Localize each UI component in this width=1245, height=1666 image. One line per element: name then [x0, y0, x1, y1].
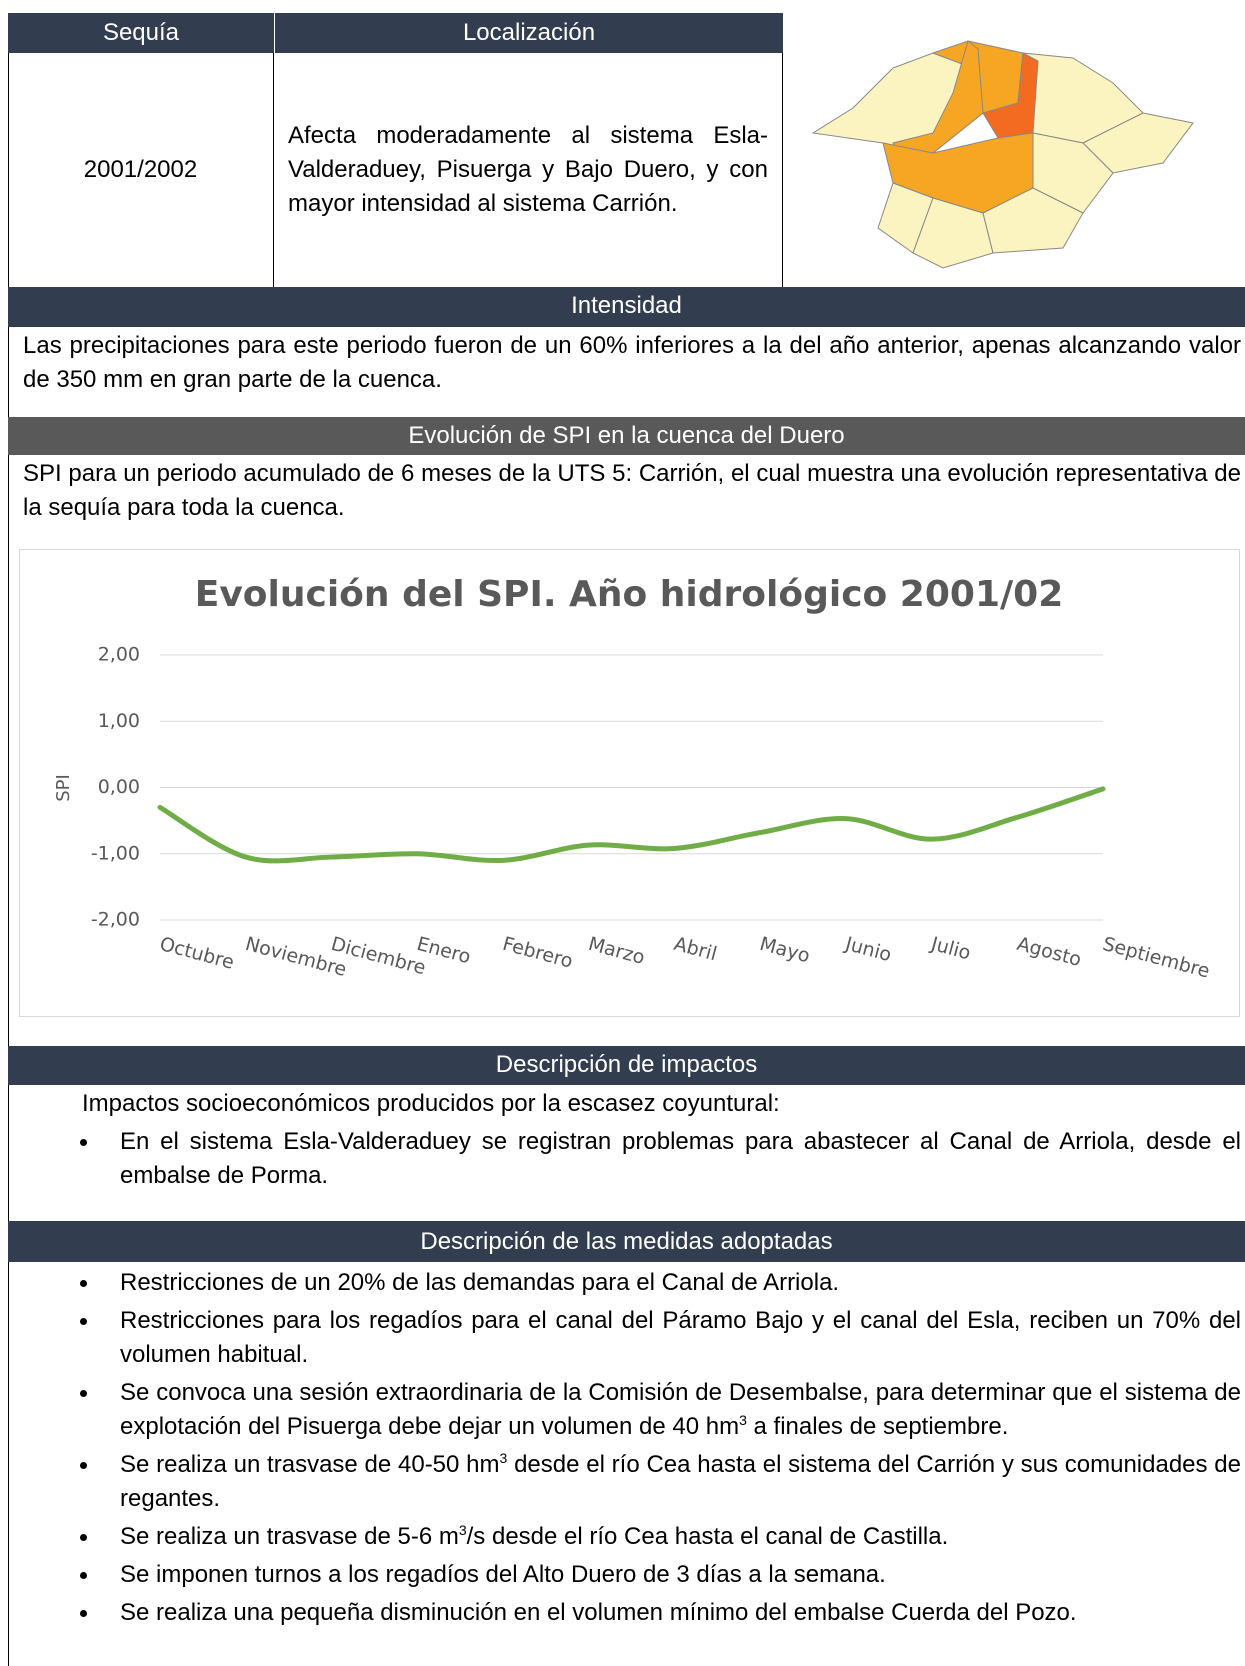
text: Se realiza un trasvase de 40-50 hm — [120, 1451, 500, 1478]
y-axis-label: SPI — [53, 774, 74, 802]
x-tick-label: Agosto — [1015, 933, 1084, 971]
location: Afecta moderadamente al sistema Esla-Val… — [288, 122, 768, 217]
measures: Restricciones de un 20% de las demandas … — [8, 1266, 1245, 1634]
header-bar — [8, 13, 783, 53]
impacts-list: En el sistema Esla-Valderaduey se regist… — [8, 1125, 1245, 1193]
text: /s desde el río Cea hasta el canal de Ca… — [466, 1523, 949, 1550]
text: Se convoca una sesión extraordinaria de … — [120, 1379, 1241, 1440]
measures-list: Restricciones de un 20% de las demandas … — [8, 1266, 1245, 1630]
location-cell: Afecta moderadamente al sistema Esla-Val… — [274, 53, 783, 287]
text: a finales de septiembre. — [746, 1413, 1009, 1440]
x-tick-label: Octubre — [157, 933, 236, 974]
list-item: Restricciones de un 20% de las demandas … — [8, 1266, 1245, 1300]
chart-title: Evolución del SPI. Año hidrológico 2001/… — [195, 574, 1064, 615]
superscript: 3 — [739, 1412, 747, 1428]
y-tick-label: 1,00 — [98, 710, 140, 732]
x-tick-label: Junio — [842, 933, 894, 967]
section-bar: Evolución de SPI en la cuenca del Duero — [8, 417, 1245, 455]
x-tick-label: Febrero — [500, 933, 575, 973]
x-tick-label: Marzo — [586, 933, 647, 969]
list-item: Se realiza una pequeña disminución en el… — [8, 1596, 1245, 1630]
list-item: Restricciones para los regadíos para el … — [8, 1304, 1245, 1372]
section-text: Las precipitaciones para este periodo fu… — [8, 327, 1245, 417]
superscript: 3 — [499, 1450, 508, 1466]
left-border — [8, 13, 9, 1666]
header-cell: Localización — [274, 13, 783, 53]
impacts-intro: Impactos socioeconómicos producidos por … — [82, 1090, 780, 1117]
y-tick-label: -2,00 — [91, 909, 140, 931]
y-tick-label: -1,00 — [91, 842, 140, 864]
period-cell: 2001/2002 — [8, 53, 274, 287]
x-tick-label: Julio — [928, 933, 973, 965]
list-item: En el sistema Esla-Valderaduey se regist… — [8, 1125, 1245, 1193]
section-bar: Descripción de las medidas adoptadas — [8, 1221, 1245, 1262]
text: desde el río Cea hasta el sistema del Ca… — [120, 1451, 1241, 1512]
header-cell: Sequía — [102, 19, 180, 46]
period: 2001/2002 — [83, 156, 198, 183]
x-tick-label: Septiembre — [1100, 933, 1212, 983]
chart: Evolución del SPI. Año hidrológico 2001/… — [53, 574, 1212, 983]
y-tick-label: 0,00 — [98, 776, 140, 798]
superscript: 3 — [458, 1522, 467, 1538]
map — [811, 40, 1194, 269]
list-item: Se imponen turnos a los regadíos del Alt… — [8, 1558, 1245, 1592]
list-item: Se convoca una sesión extraordinaria de … — [8, 1376, 1245, 1444]
section-text: SPI para un periodo acumulado de 6 meses… — [8, 455, 1245, 535]
y-tick-label: 2,00 — [98, 644, 140, 666]
line — [157, 786, 1106, 864]
list-item: Se realiza un trasvase de 40-50 hm3 desd… — [8, 1448, 1245, 1516]
x-tick-label: Abril — [672, 933, 720, 965]
list-item: Se realiza un trasvase de 5-6 m3/s desde… — [8, 1520, 1245, 1554]
section-bar: Intensidad — [8, 287, 1245, 327]
impacts: Impactos socioeconómicos producidos por … — [8, 1087, 1245, 1197]
text: Se realiza un trasvase de 5-6 m — [120, 1523, 459, 1550]
x-tick-label: Mayo — [757, 933, 812, 967]
chart-box: Evolución del SPI. Año hidrológico 2001/… — [19, 549, 1240, 1017]
map-cell — [783, 13, 1245, 287]
section-bar: Descripción de impactos — [8, 1046, 1245, 1085]
